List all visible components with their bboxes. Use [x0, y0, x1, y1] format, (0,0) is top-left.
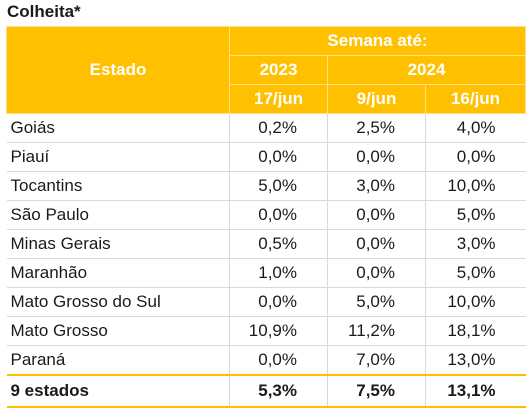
harvest-table: Estado Semana até: 2023 2024 17/jun 9/ju… [6, 26, 527, 408]
harvest-value: 11,2% [327, 316, 426, 346]
total-row: 9 estados 5,3% 7,5% 13,1% [6, 374, 526, 408]
table-row: Tocantins 5,0% 3,0% 10,0% [6, 171, 526, 201]
harvest-value: 5,0% [424, 200, 526, 230]
harvest-value: 0,0% [424, 142, 526, 172]
harvest-value: 0,0% [229, 200, 328, 230]
date-header-3: 16/jun [424, 84, 527, 114]
table-row: Piauí 0,0% 0,0% 0,0% [6, 142, 526, 172]
harvest-value: 0,2% [229, 113, 328, 143]
harvest-value: 3,0% [327, 171, 426, 201]
harvest-value: 10,0% [424, 287, 526, 317]
harvest-value: 13,0% [424, 345, 526, 376]
total-value: 5,3% [229, 374, 328, 408]
harvest-value: 4,0% [424, 113, 526, 143]
state-name: Mato Grosso [6, 316, 230, 346]
harvest-value: 0,0% [327, 142, 426, 172]
table-row: Mato Grosso do Sul 0,0% 5,0% 10,0% [6, 287, 526, 317]
state-name: São Paulo [6, 200, 230, 230]
year-header-2023: 2023 [229, 55, 328, 85]
table-row: São Paulo 0,0% 0,0% 5,0% [6, 200, 526, 230]
harvest-value: 0,0% [229, 287, 328, 317]
state-name: Minas Gerais [6, 229, 230, 259]
harvest-value: 5,0% [424, 258, 526, 288]
harvest-value: 0,5% [229, 229, 328, 259]
total-value: 13,1% [424, 374, 526, 408]
state-column-header: Estado [6, 26, 230, 114]
harvest-value: 10,0% [424, 171, 526, 201]
harvest-value: 0,0% [229, 142, 328, 172]
harvest-value: 10,9% [229, 316, 328, 346]
harvest-value: 18,1% [424, 316, 526, 346]
harvest-value: 0,0% [327, 258, 426, 288]
date-header-1: 17/jun [229, 84, 328, 114]
harvest-value: 2,5% [327, 113, 426, 143]
harvest-value: 0,0% [327, 200, 426, 230]
state-name: Tocantins [6, 171, 230, 201]
year-header-2024: 2024 [326, 55, 527, 85]
table-row: Paraná 0,0% 7,0% 13,0% [6, 345, 526, 376]
table-row: Minas Gerais 0,5% 0,0% 3,0% [6, 229, 526, 259]
table-body: Goiás 0,2% 2,5% 4,0% Piauí 0,0% 0,0% 0,0% Tocant… [6, 113, 526, 376]
state-name: Paraná [6, 345, 230, 376]
harvest-value: 7,0% [327, 345, 426, 376]
state-name: Mato Grosso do Sul [6, 287, 230, 317]
harvest-value: 3,0% [424, 229, 526, 259]
table-row: Goiás 0,2% 2,5% 4,0% [6, 113, 526, 143]
total-value: 7,5% [327, 374, 426, 408]
state-name: Piauí [6, 142, 230, 172]
harvest-value: 0,0% [229, 345, 328, 376]
harvest-value: 1,0% [229, 258, 328, 288]
page-title: Colheita* [7, 2, 81, 21]
harvest-value: 5,0% [327, 287, 426, 317]
table-row: Maranhão 1,0% 0,0% 5,0% [6, 258, 526, 288]
week-header: Semana até: [228, 26, 527, 56]
harvest-value: 5,0% [229, 171, 328, 201]
total-label: 9 estados [6, 374, 230, 408]
state-name: Goiás [6, 113, 230, 143]
table-row: Mato Grosso 10,9% 11,2% 18,1% [6, 316, 526, 346]
harvest-value: 0,0% [327, 229, 426, 259]
state-name: Maranhão [6, 258, 230, 288]
date-header-2: 9/jun [327, 84, 426, 114]
